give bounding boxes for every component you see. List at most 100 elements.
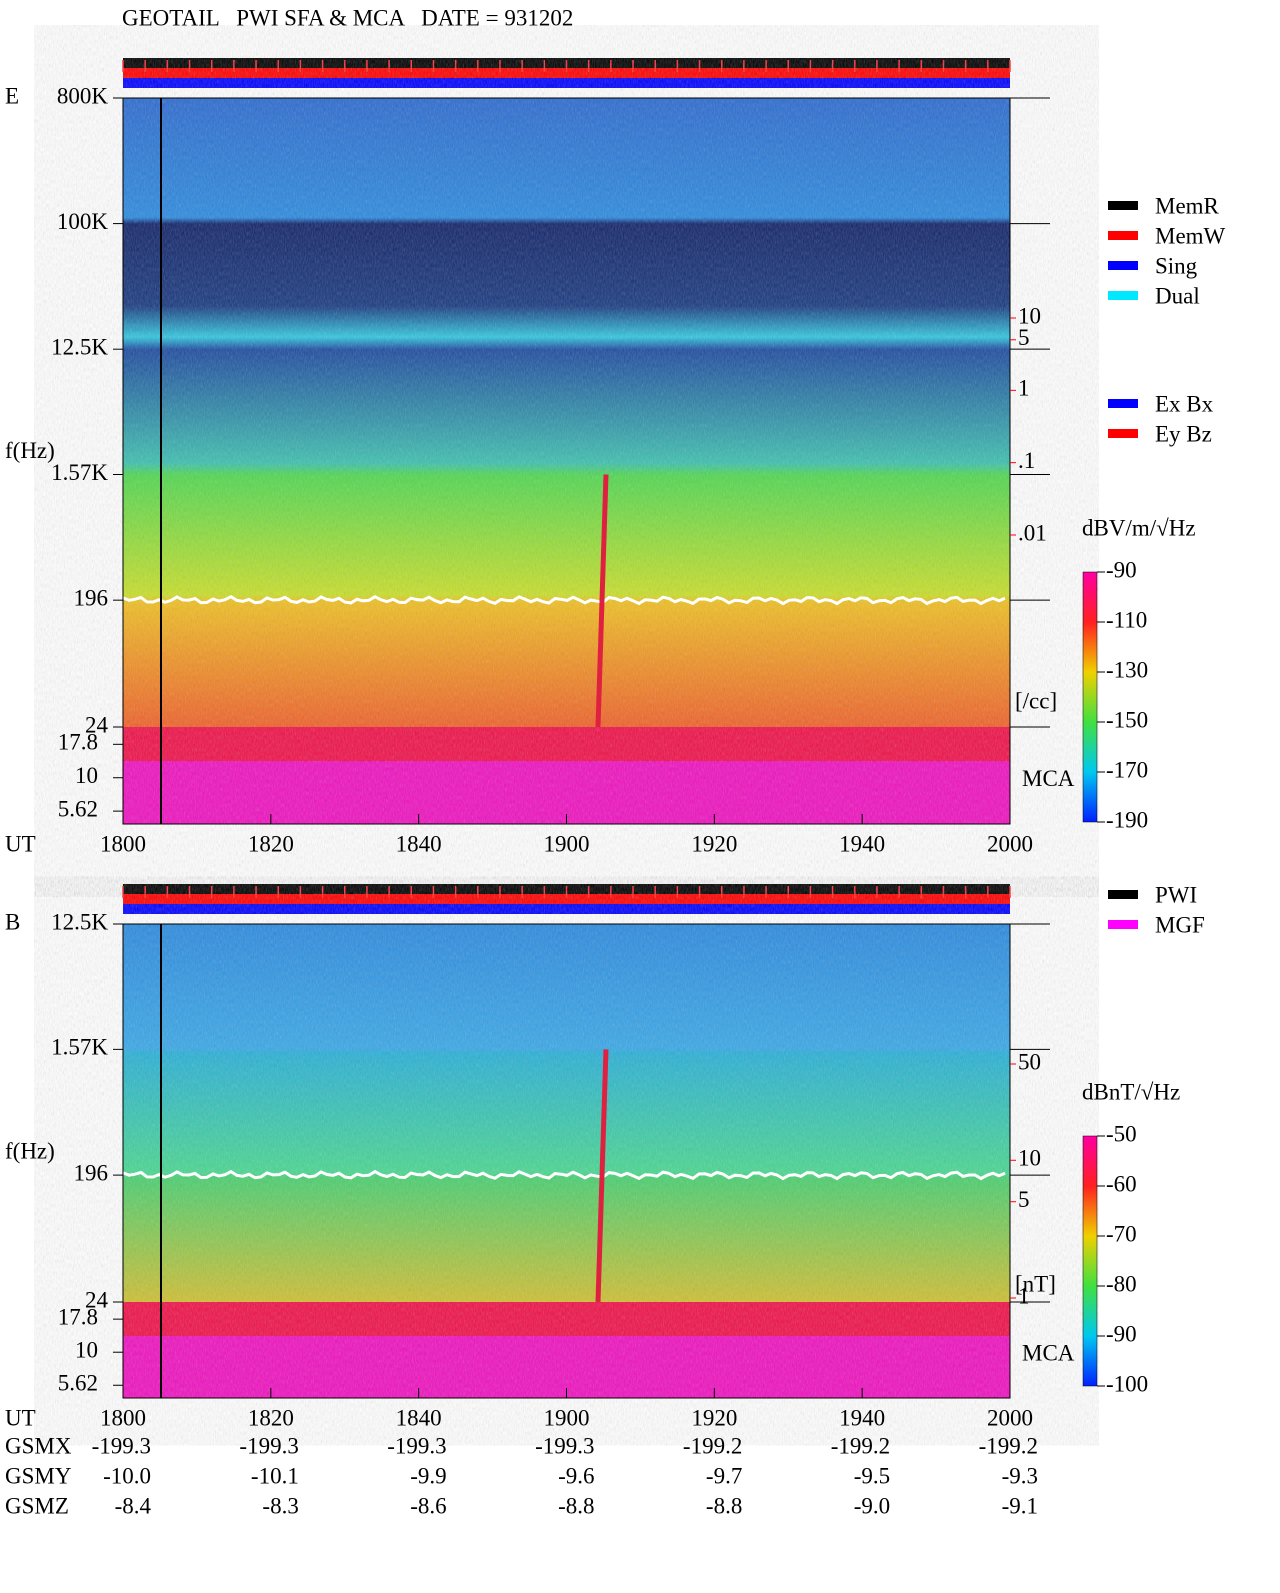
mca-tick-label: 17.8 [58, 1304, 98, 1329]
orbit-value: -9.1 [1002, 1493, 1038, 1518]
legend-swatch [1108, 890, 1138, 899]
orbit-value: -199.2 [683, 1433, 742, 1458]
y-tick-label: 1.57K [51, 460, 108, 485]
side-tick-label: 5 [1018, 1187, 1030, 1212]
fp-line [595, 1049, 609, 1303]
y-tick-label: 12.5K [51, 334, 108, 359]
side-tick-label: 5 [1018, 325, 1030, 350]
orbit-value: -9.5 [854, 1463, 890, 1488]
side-tick-label: 50 [1018, 1049, 1041, 1074]
colorbar-tick-label: -100 [1106, 1371, 1148, 1396]
x-tick-label: 1940 [839, 831, 885, 856]
orbit-value: -199.3 [92, 1433, 151, 1458]
orbit-value: -8.8 [706, 1493, 742, 1518]
mca-tick-label: 5.62 [58, 796, 98, 821]
colorbar-tick-label: -130 [1106, 657, 1148, 682]
orbit-value: -199.2 [979, 1433, 1038, 1458]
colorbar-tick-label: -170 [1106, 757, 1148, 782]
fp-line [595, 474, 609, 728]
y-tick-label: 100K [57, 209, 109, 234]
y-tick-label: 1.57K [51, 1035, 108, 1060]
colorbar-tick-label: -60 [1106, 1171, 1137, 1196]
legend-label: MGF [1155, 912, 1205, 937]
speckle [123, 98, 1010, 824]
orbit-value: -8.4 [115, 1493, 152, 1518]
legend-swatch [1108, 920, 1138, 929]
y-axis-label: f(Hz) [5, 1138, 55, 1163]
y-tick-label: 24 [85, 712, 109, 737]
colorbar [1082, 571, 1098, 823]
legend-swatch [1108, 291, 1138, 300]
colorbar-label: dBV/m/√Hz [1082, 515, 1196, 540]
orbit-value: -9.9 [410, 1463, 446, 1488]
header-bar [123, 904, 1010, 914]
legend-label: Sing [1155, 253, 1198, 278]
legend-label: MemR [1155, 193, 1220, 218]
orbit-value: -8.8 [558, 1493, 594, 1518]
side-tick-label: 10 [1018, 303, 1041, 328]
legend-swatch [1108, 429, 1138, 438]
legend-swatch [1108, 261, 1138, 270]
colorbar-tick-label: -90 [1106, 1321, 1137, 1346]
x-tick-label: 1900 [544, 831, 590, 856]
legend-label: MemW [1155, 223, 1226, 248]
mca-label: MCA [1022, 1340, 1075, 1365]
header-bar [123, 78, 1010, 88]
x-tick-label: 1940 [839, 1405, 885, 1430]
panel-label: B [5, 909, 20, 934]
side-tick-label: 1 [1018, 1283, 1030, 1308]
legend-swatch [1108, 231, 1138, 240]
y-axis-label: f(Hz) [5, 438, 55, 463]
legend-swatch [1108, 201, 1138, 210]
mca-tick-label: 17.8 [58, 730, 98, 755]
orbit-name: GSMZ [5, 1493, 69, 1518]
panel-label: E [5, 83, 19, 108]
colorbar-tick-label: -90 [1106, 557, 1137, 582]
orbit-value: -9.6 [558, 1463, 594, 1488]
header-bar [123, 894, 1010, 904]
x-axis-label: UT [5, 831, 36, 856]
orbit-name: GSMX [5, 1433, 72, 1458]
white-trace [122, 594, 1006, 606]
side-tick-label: .1 [1018, 448, 1035, 473]
x-tick-label: 1800 [100, 831, 146, 856]
side-tick-label: 1 [1018, 376, 1030, 401]
y-tick-label: 196 [74, 1160, 109, 1185]
legend-label: Dual [1155, 283, 1200, 308]
x-tick-label: 1900 [544, 1405, 590, 1430]
orbit-name: GSMY [5, 1463, 72, 1488]
orbit-value: -9.0 [854, 1493, 890, 1518]
side-tick-label: 10 [1018, 1146, 1041, 1171]
x-tick-label: 1800 [100, 1405, 146, 1430]
side-tick-label: .01 [1018, 520, 1047, 545]
mca-tick-label: 10 [75, 763, 98, 788]
colorbar-label: dBnT/√Hz [1082, 1079, 1180, 1104]
y-tick-label: 24 [85, 1287, 109, 1312]
orbit-value: -8.3 [262, 1493, 298, 1518]
white-trace [122, 1169, 1006, 1181]
x-tick-label: 1920 [691, 831, 737, 856]
colorbar [1082, 1135, 1098, 1387]
speckle [123, 924, 1010, 1398]
orbit-value: -9.3 [1002, 1463, 1038, 1488]
mca-label: MCA [1022, 766, 1075, 791]
mca-tick-label: 5.62 [58, 1371, 98, 1396]
colorbar-tick-label: -70 [1106, 1221, 1137, 1246]
orbit-value: -199.3 [239, 1433, 298, 1458]
x-tick-label: 2000 [987, 831, 1033, 856]
colorbar-tick-label: -150 [1106, 707, 1148, 732]
side-axis-label: [nT] [1015, 1271, 1056, 1296]
colorbar-tick-label: -80 [1106, 1271, 1137, 1296]
x-tick-label: 1820 [248, 831, 294, 856]
legend-label: PWI [1155, 882, 1197, 907]
orbit-value: -10.0 [103, 1463, 151, 1488]
mca-tick-label: 10 [75, 1337, 98, 1362]
colorbar-tick-label: -190 [1106, 807, 1148, 832]
y-tick-label: 800K [57, 83, 109, 108]
orbit-value: -199.2 [831, 1433, 890, 1458]
orbit-value: -199.3 [387, 1433, 446, 1458]
colorbar-tick-label: -110 [1106, 607, 1147, 632]
title: GEOTAIL PWI SFA & MCA DATE = 931202 [122, 5, 573, 30]
side-axis-label: [/cc] [1015, 688, 1057, 713]
